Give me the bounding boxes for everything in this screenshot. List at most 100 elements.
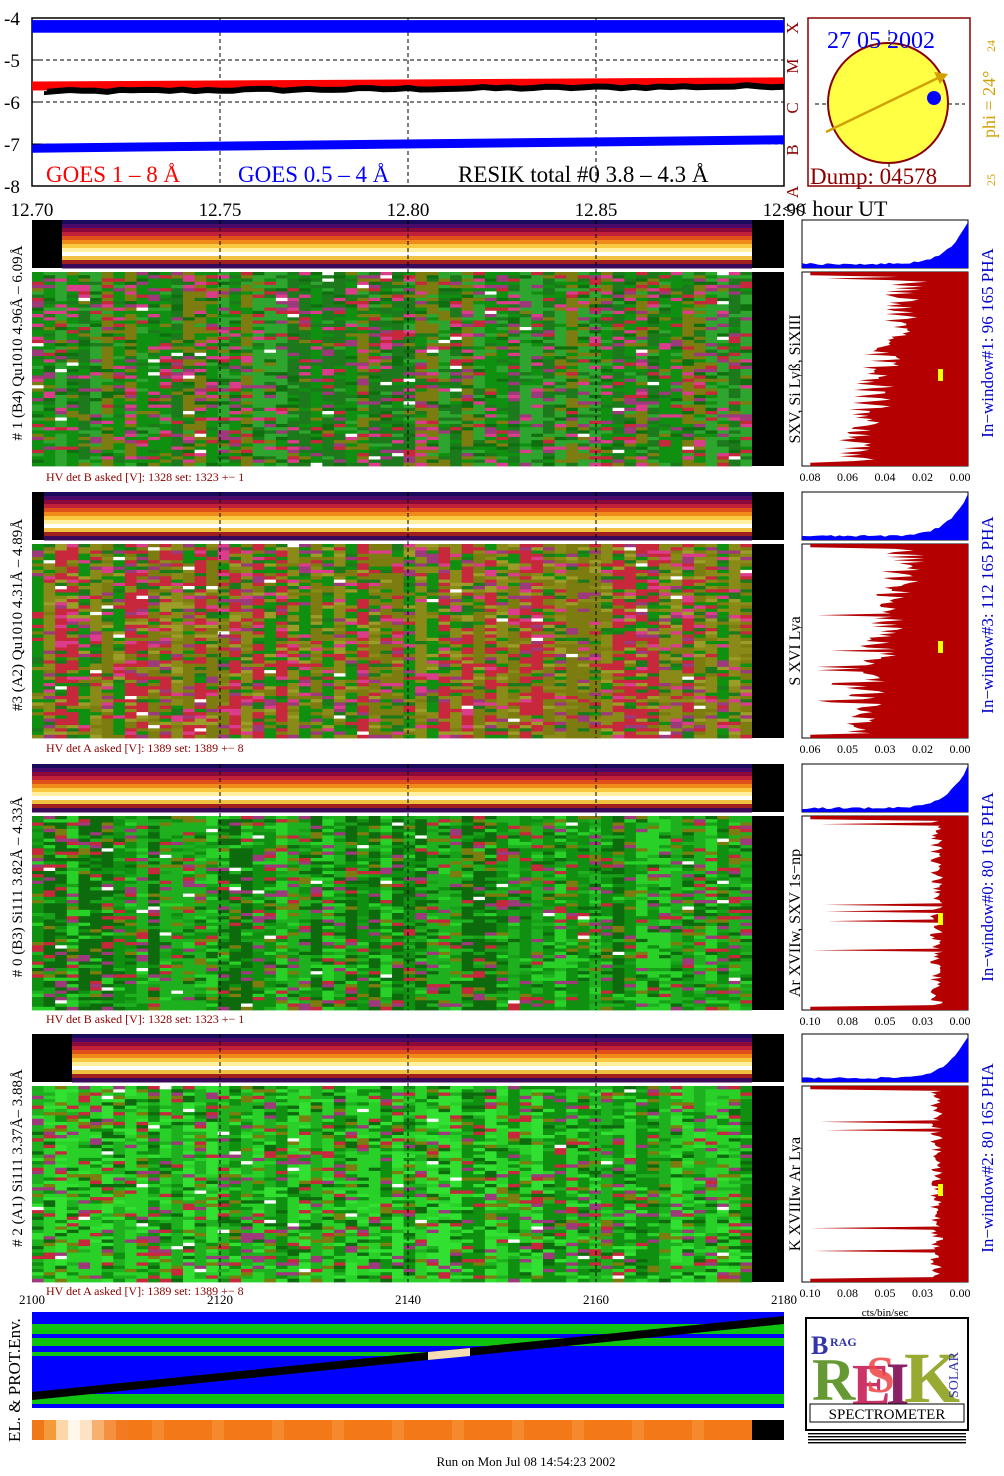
heatmap-cell — [740, 323, 753, 328]
heatmap-cell — [635, 436, 648, 441]
heatmap-cell — [217, 288, 230, 292]
heatmap-cell — [693, 304, 706, 308]
heatmap-cell — [229, 346, 242, 350]
heatmap-cell — [194, 708, 207, 713]
heatmap-cell — [55, 385, 68, 389]
heatmap-cell — [66, 375, 79, 380]
heatmap-cell — [148, 339, 161, 344]
heatmap-cell — [508, 297, 521, 302]
heatmap-cell — [299, 336, 312, 341]
heatmap-cell — [450, 307, 463, 312]
heatmap-cell — [43, 284, 56, 289]
heatmap-cell — [322, 459, 335, 464]
heatmap-cell — [484, 378, 497, 383]
heatmap-cell — [287, 385, 300, 389]
heatmap-cell — [438, 297, 451, 302]
heatmap-cell — [287, 433, 300, 438]
heatmap-cell — [647, 456, 660, 460]
heatmap-cell — [90, 427, 103, 431]
heatmap-cell — [577, 414, 590, 418]
heatmap-cell — [171, 404, 184, 409]
heatmap-cell — [659, 339, 672, 344]
heatmap-cell — [43, 443, 56, 447]
heatmap-cell — [43, 440, 56, 444]
heatmap-cell — [171, 663, 184, 668]
heatmap-cell — [589, 391, 602, 396]
heatmap-cell — [496, 407, 509, 412]
heatmap-cell — [508, 307, 521, 312]
heatmap-cell — [78, 566, 91, 571]
heatmap-cell — [43, 573, 56, 577]
heatmap-cell — [171, 459, 184, 464]
heatmap-cell — [101, 644, 114, 648]
heatmap-cell — [90, 615, 103, 619]
heatmap-cell — [426, 398, 439, 402]
heatmap-cell — [368, 352, 381, 357]
heatmap-cell — [113, 310, 126, 315]
heatmap-cell — [183, 388, 195, 392]
heatmap-cell — [717, 372, 730, 376]
heatmap-cell — [78, 288, 91, 292]
heatmap-cell — [136, 618, 149, 622]
heatmap-cell — [450, 339, 463, 344]
heatmap-cell — [148, 346, 161, 350]
heatmap-cell — [310, 388, 323, 392]
heatmap-cell — [392, 343, 404, 347]
heatmap-cell — [484, 330, 497, 334]
heatmap-cell — [519, 369, 532, 373]
heatmap-cell — [78, 641, 91, 645]
heatmap-cell — [554, 443, 567, 447]
heatmap-cell — [403, 456, 416, 460]
heatmap-cell — [392, 352, 404, 357]
heatmap-cell — [136, 611, 149, 616]
spectrum-band — [62, 240, 752, 245]
heatmap-cell — [206, 436, 219, 441]
heatmap-cell — [148, 307, 161, 312]
heatmap-cell — [194, 563, 207, 567]
heatmap-cell — [531, 401, 544, 405]
heatmap-cell — [264, 297, 277, 302]
heatmap-cell — [333, 333, 346, 337]
heatmap-cell — [299, 433, 312, 438]
heatmap-cell — [728, 414, 741, 418]
heatmap-cell — [206, 427, 219, 431]
heatmap-cell — [682, 317, 695, 321]
heatmap-cell — [171, 440, 184, 444]
heatmap-cell — [217, 569, 230, 574]
heatmap-cell — [403, 385, 416, 389]
heatmap-cell — [450, 446, 463, 451]
heatmap-cell — [682, 401, 695, 405]
heatmap-cell — [531, 346, 544, 350]
heatmap-cell — [705, 394, 718, 399]
heatmap-cell — [55, 686, 68, 690]
heatmap-cell — [159, 637, 172, 642]
heatmap-cell — [78, 327, 91, 331]
heatmap-cell — [705, 404, 718, 409]
heatmap-cell — [159, 427, 172, 431]
heatmap-cell — [32, 650, 44, 655]
heatmap-cell — [589, 462, 602, 467]
heatmap-cell — [183, 718, 195, 723]
heatmap-cell — [693, 284, 706, 289]
heatmap-cell — [159, 388, 172, 392]
heatmap-cell — [148, 407, 161, 412]
heatmap-cell — [322, 433, 335, 438]
heatmap-cell — [345, 284, 358, 289]
heatmap-cell — [171, 628, 184, 632]
heatmap-cell — [647, 391, 660, 396]
heatmap-cell — [484, 304, 497, 308]
heatmap-cell — [124, 356, 137, 360]
heatmap-cell — [101, 440, 114, 444]
heatmap-cell — [577, 343, 590, 347]
heatmap-cell — [275, 440, 288, 444]
heatmap-cell — [55, 715, 68, 719]
heatmap-cell — [508, 391, 521, 396]
heatmap-cell — [124, 362, 137, 367]
heatmap-cell — [345, 427, 358, 431]
heatmap-cell — [508, 272, 521, 276]
heatmap-cell — [659, 301, 672, 305]
heatmap-cell — [148, 602, 161, 606]
heatmap-cell — [252, 369, 265, 373]
heatmap-cell — [90, 660, 103, 664]
